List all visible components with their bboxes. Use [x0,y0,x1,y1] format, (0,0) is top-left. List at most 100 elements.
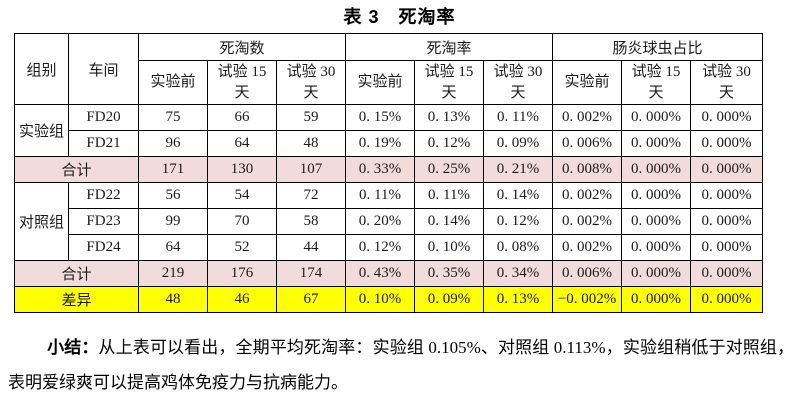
table-cell: 67 [275,286,347,313]
table-cell: 0. 11% [345,182,416,209]
table-cell: 0. 000% [621,156,692,183]
table-cell: 72 [275,182,347,209]
header-section-deaths: 死淘数 [137,33,347,61]
group-label: 对照组 [14,182,69,261]
group-label: 实验组 [14,104,69,157]
table-cell: 0. 13% [483,286,554,313]
workshop-label: FD24 [68,234,139,261]
table-cell: 58 [275,208,347,235]
table-cell: 0. 25% [414,156,485,183]
table-title: 表 3 死淘率 [343,7,456,27]
table-cell: 56 [138,182,208,209]
table-cell: 54 [207,182,277,209]
table-cell: 0. 000% [621,104,692,131]
table-cell: 0. 20% [345,208,416,235]
table-row: FD21 96 64 48 0. 19% 0. 12% 0. 09% 0. 00… [15,130,764,157]
table-cell: 0. 09% [483,130,554,157]
table-cell: 0. 002% [552,104,623,131]
table-cell: 99 [138,208,208,235]
summary-text: 从上表可以看出，全期平均死淘率：实验组 0.105%、对照组 0.113%，实验… [8,338,794,392]
table-cell: 0. 002% [552,208,623,235]
table-row: 实验组 FD20 75 66 59 0. 15% 0. 13% 0. 11% 0… [14,104,764,157]
table-cell: 0. 12% [483,208,554,235]
table-cell: 0. 000% [621,208,692,235]
table-cell: 0. 34% [483,260,554,287]
table-cell: −0. 002% [552,286,623,313]
table-cell: 107 [275,156,347,183]
table-row: 对照组 FD22 56 54 72 0. 11% 0. 11% 0. 14% 0… [14,182,764,261]
header-sub-day15: 试验 15 天 [207,60,277,105]
difference-row: 差异 48 46 67 0. 10% 0. 09% 0. 13% −0. 002… [14,286,764,313]
table-cell: 46 [207,286,277,313]
header-section-death-rate: 死淘率 [345,33,554,61]
workshop-label: FD23 [68,208,139,235]
workshop-label: FD22 [68,182,139,209]
table-cell: 0. 15% [345,104,416,131]
table-cell: 59 [275,104,347,131]
table-cell: 70 [207,208,277,235]
total-row: 合计 171 130 107 0. 33% 0. 25% 0. 21% 0. 0… [14,156,764,183]
table-cell: 130 [207,156,277,183]
table-cell: 0. 12% [345,234,416,261]
total-row: 合计 219 176 174 0. 43% 0. 35% 0. 34% 0. 0… [14,260,764,287]
table-cell: 64 [207,130,277,157]
table-cell: 0. 11% [483,104,554,131]
header-sub-pre: 实验前 [345,60,416,105]
header-sub-day30: 试验 30 天 [275,60,347,105]
table-cell: 0. 000% [690,182,764,209]
table-row: FD23 99 70 58 0. 20% 0. 14% 0. 12% 0. 00… [15,208,764,235]
table-cell: 0. 35% [414,260,485,287]
table-cell: 48 [275,130,347,157]
table-cell: 0. 002% [552,234,623,261]
summary-paragraph: 小结：从上表可以看出，全期平均死淘率：实验组 0.105%、对照组 0.113%… [8,330,794,400]
header-sub-day30: 试验 30 天 [690,60,764,105]
table-cell: 0. 000% [621,260,692,287]
workshop-label: FD20 [68,104,139,131]
table-cell: 44 [275,234,347,261]
table-cell: 0. 10% [345,286,416,313]
header-sub-day15: 试验 15 天 [414,60,485,105]
table-cell: 0. 19% [345,130,416,157]
table-cell: 0. 11% [414,182,485,209]
table-cell: 0. 14% [414,208,485,235]
header-sub-day30: 试验 30 天 [483,60,554,105]
table-cell: 0. 14% [483,182,554,209]
table-cell: 0. 000% [621,182,692,209]
table-cell: 0. 008% [552,156,623,183]
table-cell: 0. 000% [690,208,764,235]
table-cell: 0. 000% [621,286,692,313]
table-cell: 0. 000% [690,286,764,313]
table-cell: 75 [138,104,208,131]
row-label-total: 合计 [14,260,139,287]
table-cell: 174 [275,260,347,287]
table-cell: 0. 002% [552,182,623,209]
table-cell: 0. 000% [690,234,764,261]
table-cell: 0. 000% [621,130,692,157]
summary-label: 小结： [47,338,99,357]
table-cell: 0. 12% [414,130,485,157]
table-cell: 176 [207,260,277,287]
header-workshop: 车间 [68,33,139,105]
table-cell: 0. 08% [483,234,554,261]
table-cell: 0. 33% [345,156,416,183]
header-group: 组别 [14,33,69,105]
table-cell: 96 [138,130,208,157]
table-cell: 0. 006% [552,130,623,157]
row-label-total: 合计 [14,156,139,183]
table-cell: 171 [138,156,208,183]
table-cell: 52 [207,234,277,261]
table-cell: 0. 13% [414,104,485,131]
table-row: FD24 64 52 44 0. 12% 0. 10% 0. 08% 0. 00… [15,234,764,261]
table-cell: 0. 000% [690,260,764,287]
header-sub-day15: 试验 15 天 [621,60,692,105]
table-cell: 66 [207,104,277,131]
header-sub-pre: 实验前 [552,60,623,105]
row-label-difference: 差异 [14,286,139,313]
table-cell: 64 [138,234,208,261]
table-cell: 219 [138,260,208,287]
table-cell: 0. 09% [414,286,485,313]
workshop-label: FD21 [68,130,139,157]
header-section-coccidia: 肠炎球虫占比 [552,33,764,61]
table-cell: 0. 21% [483,156,554,183]
